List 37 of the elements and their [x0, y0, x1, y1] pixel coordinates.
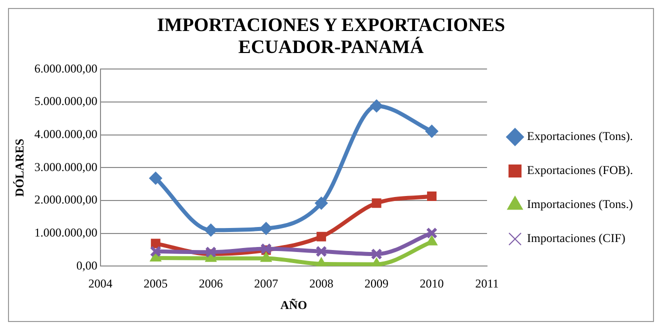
x-axis-title: AÑO: [280, 298, 308, 312]
point: [316, 246, 328, 258]
point: [372, 198, 382, 208]
point: [260, 222, 273, 235]
y-tick-label: 6.000.000,00: [34, 61, 98, 76]
y-tick-label: 4.000.000,00: [34, 127, 98, 142]
chart-title: IMPORTACIONES Y EXPORTACIONES ECUADOR-PANAMÁ: [156, 15, 506, 59]
point: [205, 246, 217, 258]
point: [149, 172, 162, 185]
x-tick-label: 2007: [254, 276, 278, 291]
point: [425, 124, 438, 138]
x-tick-label: 2008: [309, 276, 334, 291]
legend-label: Exportaciones (Tons).: [527, 129, 633, 144]
x-tick-label: 2009: [364, 276, 389, 291]
point: [370, 248, 382, 260]
y-tick-label: 1.000.000,00: [34, 226, 98, 240]
legend-label: Importaciones (CIF): [527, 231, 626, 246]
y-tick-label: 5.000.000,00: [34, 94, 98, 108]
point: [314, 196, 328, 210]
point: [370, 99, 384, 112]
point: [426, 227, 438, 239]
y-tick-label: 3.000.000,00: [34, 160, 98, 174]
x-tick-label: 2005: [144, 276, 168, 291]
point: [260, 252, 272, 262]
legend-label: Exportaciones (FOB).: [527, 163, 634, 178]
x-tick-label: 2011: [475, 276, 499, 291]
point: [316, 232, 326, 242]
point: [150, 246, 162, 258]
legend-label: Importaciones (Tons.): [527, 197, 633, 212]
y-tick-label: 0,00: [76, 258, 98, 272]
point: [204, 224, 218, 237]
x-tick-label: 2010: [420, 276, 444, 291]
x-tick-label: 2006: [198, 276, 223, 291]
y-axis-title: DÓLARES: [12, 138, 26, 197]
y-tick-label: 2.000.000,00: [34, 192, 98, 207]
point: [427, 192, 437, 202]
x-tick-label: 2004: [88, 276, 112, 291]
